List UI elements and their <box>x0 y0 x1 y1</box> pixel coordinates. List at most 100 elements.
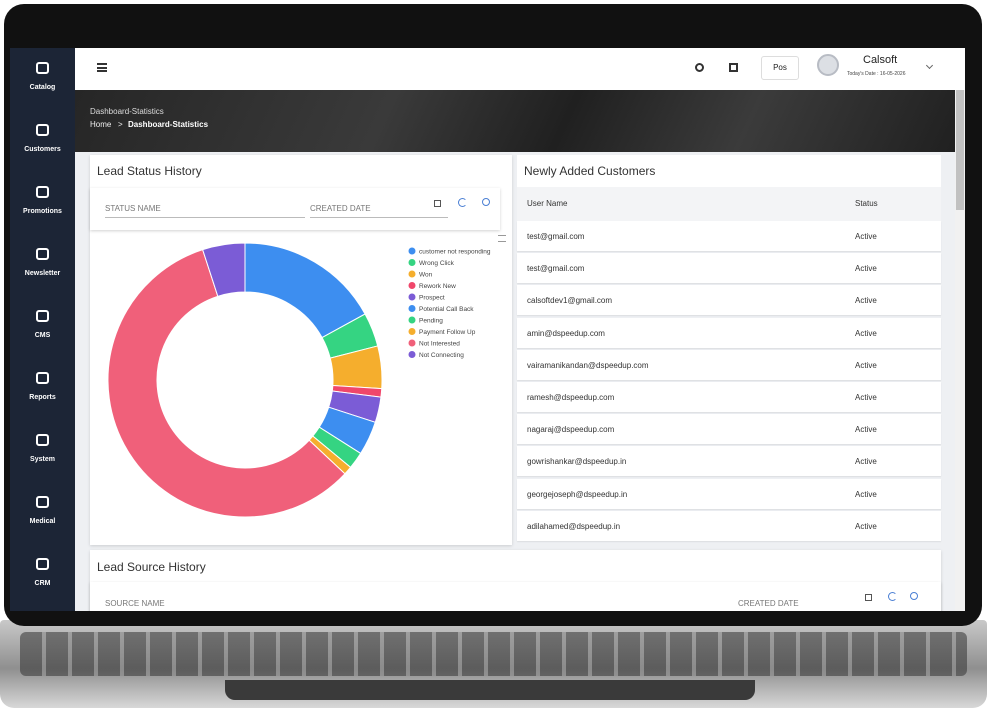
user-status: Active <box>855 457 877 467</box>
legend-swatch <box>408 305 416 312</box>
card-title: Lead Status History <box>97 164 202 178</box>
user-status: Active <box>855 521 877 531</box>
sidebar-label: Reports <box>29 394 56 401</box>
chart-menu[interactable] <box>498 235 506 242</box>
user-status: Active <box>855 264 877 274</box>
refresh-button[interactable] <box>458 198 467 207</box>
fullscreen-button[interactable] <box>729 63 738 72</box>
table-row: nagaraj@dspeedup.com Active <box>517 414 941 445</box>
search-button[interactable] <box>482 198 490 206</box>
user-status: Active <box>855 296 877 306</box>
legend-swatch <box>408 270 416 278</box>
user-status: Active <box>855 425 877 435</box>
table-row: georgejoseph@dspeedup.in Active <box>517 478 941 509</box>
keyboard <box>20 632 967 676</box>
sidebar-label: Customers <box>24 146 61 153</box>
user-caret <box>925 61 934 70</box>
sidebar-icon <box>36 124 49 136</box>
date-filter[interactable]: CREATED DATE <box>310 198 448 218</box>
sidebar-item[interactable]: Medical <box>10 488 75 544</box>
filter-bar: SOURCE NAME CREATED DATE <box>90 582 941 611</box>
user-email: nagaraj@dspeedup.com <box>527 425 615 435</box>
sidebar-item[interactable]: Customers <box>10 116 75 172</box>
sidebar-item[interactable]: CRM <box>10 550 75 606</box>
sidebar-item[interactable]: Catalog <box>10 54 75 110</box>
source-filter[interactable]: SOURCE NAME <box>105 593 725 611</box>
calendar-icon <box>434 200 441 207</box>
sidebar-icon <box>36 372 49 384</box>
user-status: Active <box>855 232 877 241</box>
legend-swatch <box>408 293 416 301</box>
user-email: vairamanikandan@dspeedup.com <box>527 360 649 370</box>
sidebar-item[interactable]: System <box>10 426 75 482</box>
table-row: vairamanikandan@dspeedup.com Active <box>517 349 941 380</box>
user-status: Active <box>855 489 877 499</box>
sidebar: Catalog Customers Promotions Newsletter CMS R… <box>10 48 75 611</box>
breadcrumb-home[interactable]: Home <box>90 120 112 129</box>
sidebar-label: Catalog <box>29 84 56 91</box>
lead-status-card: Lead Status History STATUS NAME CREATED DA… <box>90 155 512 545</box>
page-title: Dashboard-Statistics <box>90 107 164 116</box>
sidebar-label: Newsletter <box>24 270 61 277</box>
search-button[interactable] <box>695 63 704 72</box>
breadcrumb-separator: > <box>118 120 123 129</box>
calendar-icon <box>865 594 872 601</box>
sidebar-item[interactable]: Promotions <box>10 178 75 234</box>
user-status: Active <box>855 393 877 402</box>
column-header: Status <box>855 199 878 208</box>
sidebar-label: Medical <box>29 518 56 525</box>
breadcrumb: Home > Dashboard-Statistics <box>90 120 390 132</box>
sidebar-item[interactable]: Reports <box>10 364 75 420</box>
legend-swatch <box>408 247 416 255</box>
hinge <box>225 680 755 700</box>
table-row: adilahamed@dspeedup.in Active <box>517 510 941 541</box>
legend-label: Won <box>419 272 433 279</box>
page-banner: Dashboard-Statistics Home > Dashboard-Stati… <box>75 90 965 152</box>
status-filter[interactable]: STATUS NAME <box>105 198 305 218</box>
lead-source-card: Lead Source History SOURCE NAME CREATED DA… <box>90 550 941 611</box>
user-email: georgejoseph@dspeedup.in <box>527 489 628 499</box>
user-email: amin@dspeedup.com <box>527 328 605 338</box>
donut-slice <box>202 242 246 297</box>
pos-button[interactable]: Pos <box>761 56 799 80</box>
user-email: adilahamed@dspeedup.in <box>527 521 621 531</box>
customers-card: Newly Added Customers User Name Status test… <box>517 155 941 545</box>
legend-swatch <box>408 282 416 289</box>
date-filter[interactable]: CREATED DATE <box>738 593 858 611</box>
table-row: amin@dspeedup.com Active <box>517 317 941 348</box>
table-row: calsoftdev1@gmail.com Active <box>517 285 941 316</box>
card-header: Newly Added Customers <box>517 155 941 187</box>
sidebar-item[interactable]: Newsletter <box>10 240 75 296</box>
sidebar-icon <box>36 496 49 508</box>
sidebar-item[interactable]: CMS <box>10 302 75 358</box>
table-header: User Name Status <box>517 187 941 221</box>
refresh-button[interactable] <box>888 592 897 601</box>
legend-label: Prospect <box>419 295 445 302</box>
table-row: test@gmail.com Active <box>517 253 941 284</box>
table-row: test@gmail.com Active <box>517 221 941 251</box>
sidebar-icon <box>36 434 49 446</box>
legend-swatch <box>408 351 416 358</box>
sidebar-icon <box>36 62 49 74</box>
card-title: Lead Source History <box>97 560 206 574</box>
legend-swatch <box>408 328 416 335</box>
date: Today's Date : 16-05-2026 <box>847 71 906 77</box>
sidebar-icon <box>36 558 49 570</box>
avatar <box>817 54 839 76</box>
user-email: ramesh@dspeedup.com <box>527 393 615 402</box>
scrollbar-thumb[interactable] <box>956 90 964 210</box>
user-email: test@gmail.com <box>527 232 585 241</box>
filter-bar: STATUS NAME CREATED DATE <box>90 188 500 230</box>
user-status: Active <box>855 328 877 338</box>
menu-button[interactable] <box>97 63 107 72</box>
search-button[interactable] <box>910 592 918 600</box>
sidebar-icon <box>36 248 49 260</box>
sidebar-icon <box>36 310 49 322</box>
table-row: gowrishankar@dspeedup.in Active <box>517 446 941 477</box>
card-title: Newly Added Customers <box>524 164 656 178</box>
donut-slice <box>107 249 346 518</box>
user-name[interactable]: Calsoft <box>863 54 898 66</box>
sidebar-label: Promotions <box>23 208 62 215</box>
scrollbar <box>955 90 965 611</box>
